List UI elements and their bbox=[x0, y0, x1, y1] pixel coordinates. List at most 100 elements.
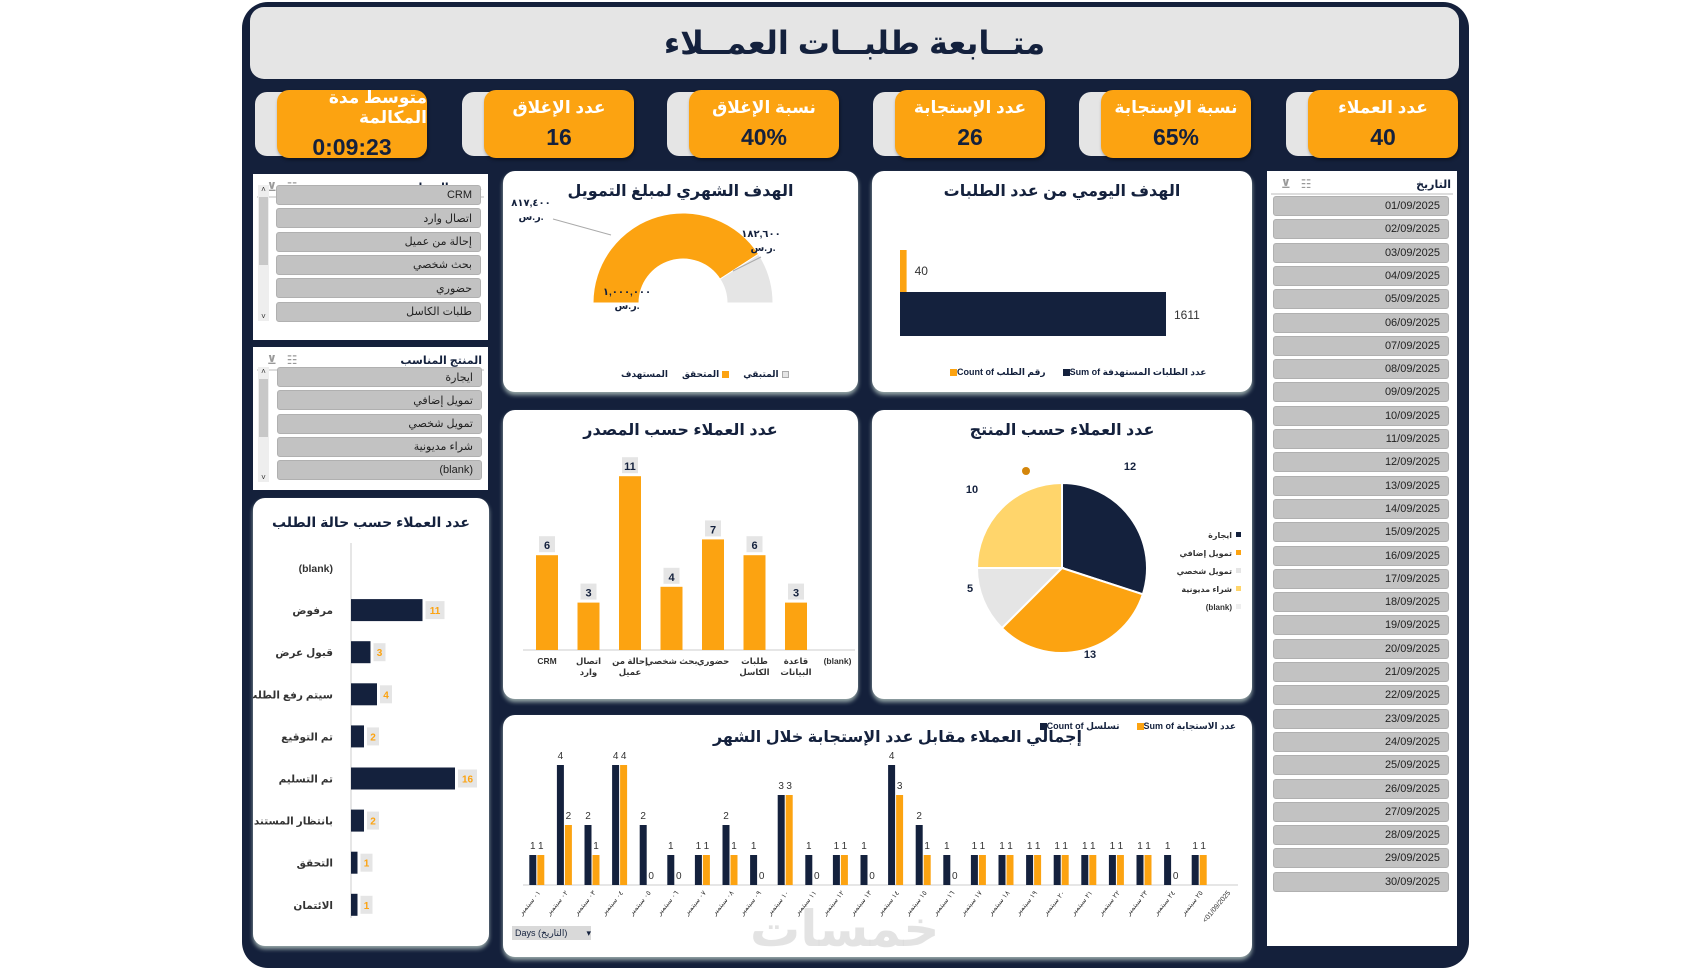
slicer-item[interactable]: 29/09/2025 bbox=[1273, 848, 1449, 869]
slicer-item[interactable]: 06/09/2025 bbox=[1273, 312, 1449, 333]
slicer-item[interactable]: 30/09/2025 bbox=[1273, 871, 1449, 892]
data-label: 13 bbox=[1084, 649, 1096, 661]
x-tick-label: ٢٥ سبتمبر bbox=[1180, 890, 1205, 918]
multi-select-icon[interactable]: ☷ bbox=[1300, 177, 1312, 191]
slicer-item[interactable]: 14/09/2025 bbox=[1273, 498, 1449, 519]
clear-filter-icon[interactable]: ⊻ bbox=[267, 353, 277, 367]
kpi-label: متوسط مدة المكالمة bbox=[328, 87, 427, 127]
slicer-item[interactable]: شراء مديونية bbox=[277, 436, 482, 457]
slicer-item[interactable]: 20/09/2025 bbox=[1273, 638, 1449, 659]
x-tick-label: ٠٥ سبتمبر bbox=[628, 890, 653, 918]
data-label: 1 bbox=[704, 841, 710, 852]
data-label: 1 bbox=[1110, 841, 1116, 852]
slicer-item[interactable]: 08/09/2025 bbox=[1273, 359, 1449, 380]
slicer-item[interactable]: 19/09/2025 bbox=[1273, 615, 1449, 636]
scroll-thumb[interactable] bbox=[259, 379, 268, 437]
slicer-item[interactable]: 18/09/2025 bbox=[1273, 592, 1449, 613]
bar bbox=[351, 893, 358, 916]
bar-responses bbox=[896, 795, 904, 885]
leader-line bbox=[732, 256, 762, 272]
x-tick-label: (blank) bbox=[824, 656, 852, 666]
slicer-item[interactable]: إحالة من عميل bbox=[276, 231, 481, 252]
kpi-card: عدد الإستجابة 26 bbox=[873, 90, 1045, 158]
slicer-item[interactable]: 21/09/2025 bbox=[1273, 662, 1449, 682]
kpi-value: 40 bbox=[1370, 123, 1396, 150]
slicer-item[interactable]: 23/09/2025 bbox=[1273, 708, 1449, 729]
days-field-dropdown[interactable]: Days (التاريخ) ▾ bbox=[512, 926, 591, 940]
slicer-item[interactable]: تمويل إضافي bbox=[277, 390, 482, 411]
slicer-item[interactable]: 03/09/2025 bbox=[1273, 242, 1449, 263]
bar bbox=[619, 476, 641, 650]
data-label-bg bbox=[580, 583, 597, 600]
kpi-card: نسبة الإغلاق 40% bbox=[667, 90, 839, 158]
slicer-item[interactable]: 15/09/2025 bbox=[1273, 522, 1449, 543]
slicer-item[interactable]: ايجارة bbox=[277, 367, 482, 387]
slicer-item[interactable]: CRM bbox=[276, 185, 481, 205]
slicer-item[interactable]: 16/09/2025 bbox=[1273, 545, 1449, 566]
bar-customers bbox=[639, 825, 647, 885]
scroll-down-icon[interactable]: ˅ bbox=[261, 473, 266, 482]
x-tick-label: اتصال bbox=[576, 656, 601, 666]
scroll-up-icon[interactable]: ˄ bbox=[261, 367, 266, 376]
x-tick-label: ٢٤ سبتمبر bbox=[1152, 890, 1177, 918]
multi-select-icon[interactable]: ☷ bbox=[286, 353, 298, 367]
slicer-item[interactable]: 25/09/2025 bbox=[1273, 755, 1449, 776]
slicer-item[interactable]: طلبات الكاسل bbox=[276, 301, 481, 322]
scroll-down-icon[interactable]: ˅ bbox=[261, 312, 266, 321]
bar-responses bbox=[592, 855, 600, 885]
slicer-item[interactable]: اتصال وارد bbox=[276, 208, 481, 229]
data-label: 1 bbox=[1090, 841, 1096, 852]
slicer-item[interactable]: 28/09/2025 bbox=[1273, 825, 1449, 846]
bar-customers bbox=[998, 855, 1006, 885]
slicer-item[interactable]: 05/09/2025 bbox=[1273, 289, 1449, 310]
legend-swatch bbox=[1236, 604, 1241, 609]
data-label-bg bbox=[622, 457, 638, 474]
x-tick-label: ٠٣ سبتمبر bbox=[573, 890, 598, 918]
slicer-item[interactable]: 27/09/2025 bbox=[1273, 801, 1449, 822]
slicer-item[interactable]: 10/09/2025 bbox=[1273, 405, 1449, 426]
clear-filter-icon[interactable]: ⊻ bbox=[267, 180, 277, 194]
data-label: 1 bbox=[1082, 841, 1088, 852]
slicer-item[interactable]: (blank) bbox=[277, 460, 482, 481]
slicer-item[interactable]: 01/09/2025 bbox=[1273, 196, 1449, 216]
slicer-item[interactable]: 04/09/2025 bbox=[1273, 265, 1449, 286]
slicer-item[interactable]: 26/09/2025 bbox=[1273, 778, 1449, 799]
slicer-item[interactable]: 07/09/2025 bbox=[1273, 335, 1449, 356]
clear-filter-icon[interactable]: ⊻ bbox=[1281, 177, 1291, 191]
kpi-card: متوسط مدة المكالمة 0:09:23 bbox=[255, 87, 427, 160]
bar bbox=[351, 851, 358, 874]
slicer-item[interactable]: تمويل شخصي bbox=[277, 413, 482, 434]
y-tick-label: قبول عرض bbox=[275, 647, 333, 659]
slicer-item[interactable]: 24/09/2025 bbox=[1273, 731, 1449, 752]
data-label: 1 bbox=[944, 841, 950, 852]
scroll-thumb[interactable] bbox=[259, 197, 268, 265]
slicer-item[interactable]: 11/09/2025 bbox=[1273, 429, 1449, 449]
slicer-item[interactable]: حضوري bbox=[276, 278, 481, 299]
slicer-item[interactable]: 17/09/2025 bbox=[1273, 568, 1449, 589]
kpi-value: 16 bbox=[546, 123, 572, 150]
slicer-item[interactable]: 13/09/2025 bbox=[1273, 475, 1449, 496]
slicer-item[interactable]: 12/09/2025 bbox=[1273, 452, 1449, 473]
data-label: 3 bbox=[897, 781, 903, 792]
slicer-item[interactable]: 02/09/2025 bbox=[1273, 219, 1449, 240]
gauge-segment bbox=[719, 253, 774, 304]
x-tick-label: CRM bbox=[537, 656, 556, 666]
slicer-scrollbar[interactable]: ˄ ˅ bbox=[258, 367, 269, 482]
data-label: 2 bbox=[585, 811, 591, 822]
data-label: 6 bbox=[544, 540, 550, 552]
bar-customers bbox=[694, 855, 702, 885]
slicer-item[interactable]: بحث شخصي bbox=[276, 254, 481, 275]
scroll-up-icon[interactable]: ˄ bbox=[261, 185, 266, 194]
data-label: 4 bbox=[558, 751, 564, 762]
chevron-down-icon: ▾ bbox=[586, 927, 591, 938]
bar-customers bbox=[612, 765, 620, 885]
slicer-scrollbar[interactable]: ˄ ˅ bbox=[258, 185, 269, 321]
bar-customers bbox=[722, 825, 730, 885]
x-tick-label: ٢٣ سبتمبر bbox=[1125, 890, 1150, 918]
kpi-value: 65% bbox=[1152, 123, 1200, 150]
data-label: 1 bbox=[1118, 841, 1124, 852]
x-tick-label: ٢٠ سبتمبر bbox=[1042, 890, 1067, 918]
slicer-item[interactable]: 22/09/2025 bbox=[1273, 685, 1449, 706]
slicer-item[interactable]: 09/09/2025 bbox=[1273, 382, 1449, 403]
data-label: 6 bbox=[751, 540, 757, 552]
